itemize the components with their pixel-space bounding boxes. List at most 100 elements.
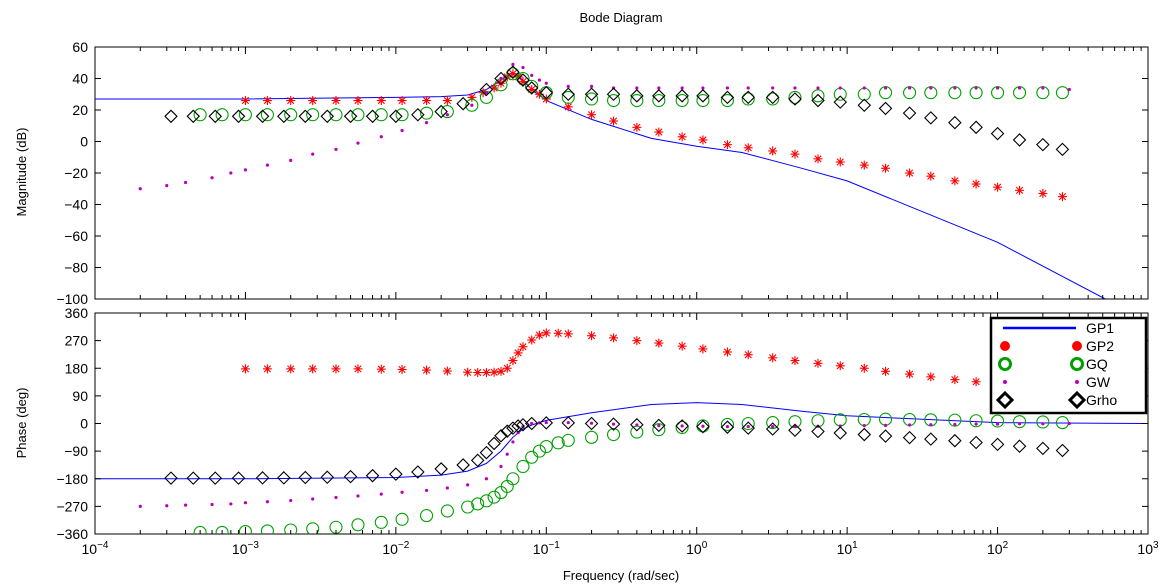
phase-point-gq [374, 515, 388, 529]
magnitude-point-gw [334, 147, 338, 151]
phase-point-gq [991, 414, 1005, 428]
x-tick-label: 10−3 [232, 540, 259, 557]
magnitude-series-gw [138, 62, 1071, 191]
legend-label-gp2: GP2 [1086, 338, 1114, 354]
magnitude-point-gp2 [1057, 192, 1067, 202]
x-tick-label: 103 [1137, 540, 1159, 557]
magnitude-point-gq [193, 108, 207, 122]
phase-point-gq [215, 525, 229, 534]
magnitude-point-gw [657, 86, 661, 90]
magnitude-point-gw [566, 84, 570, 88]
x-tick-label-base: 10 [686, 541, 702, 557]
magnitude-point-gp2 [1015, 185, 1025, 195]
phase-point-grho [298, 470, 313, 485]
phase-point-gp2 [881, 366, 891, 376]
magnitude-point-gw [838, 86, 842, 90]
magnitude-point-gq [516, 71, 530, 86]
y-tick-label: 0 [80, 134, 88, 150]
magnitude-point-grho [857, 98, 872, 113]
phase-point-grho [630, 417, 644, 432]
magnitude-point-gp2 [743, 143, 753, 153]
legend-entry-gq: GQ [998, 356, 1108, 372]
magnitude-point-grho [231, 109, 246, 124]
x-tick-label-exponent: −3 [248, 540, 260, 551]
phase-point-gp2 [442, 366, 452, 376]
phase-point-gp2 [308, 364, 318, 374]
magnitude-point-gp2 [722, 140, 732, 150]
phase-point-gq [479, 494, 493, 508]
magnitude-point-gp2 [496, 78, 506, 88]
phase-point-grho [255, 471, 270, 485]
phase-point-gq [675, 420, 689, 435]
magnitude-point-grho [990, 126, 1005, 141]
y-tick-label: −80 [64, 260, 88, 276]
phase-point-grho [389, 467, 403, 481]
magnitude-point-gw [289, 158, 293, 162]
y-tick-label: 90 [72, 388, 88, 404]
magnitude-point-gw [907, 86, 912, 90]
phase-point-gw [746, 424, 750, 429]
magnitude-point-gw [445, 113, 449, 117]
magnitude-point-grho [765, 90, 780, 105]
magnitude-y-ticks: 60 40 20 0 −20 −40 −60 −80 −100 [56, 39, 1148, 307]
legend-label-gp1: GP1 [1086, 320, 1114, 336]
phase-point-gw [400, 490, 404, 494]
legend-label-grho: Grho [1086, 392, 1117, 408]
phase-y-axis-label: Phase (deg) [14, 388, 29, 459]
magnitude-point-grho [298, 109, 313, 124]
magnitude-point-gw [165, 184, 169, 188]
phase-point-gw [883, 423, 888, 427]
phase-point-grho [675, 419, 689, 433]
phase-point-grho [500, 424, 515, 438]
phase-point-grho [343, 469, 358, 484]
magnitude-point-gq [1055, 86, 1070, 100]
magnitude-point-gw [974, 86, 978, 90]
magnitude-point-gp2 [331, 96, 341, 106]
phase-point-gp2 [553, 328, 563, 338]
y-tick-label: −20 [64, 165, 88, 181]
x-tick-label-exponent: 0 [702, 540, 708, 551]
phase-point-gp2 [481, 368, 491, 378]
phase-point-gw [334, 495, 338, 500]
magnitude-point-grho [902, 106, 917, 120]
phase-point-gq [948, 413, 962, 427]
magnitude-point-grho [1012, 133, 1027, 147]
y-tick-label: −360 [56, 526, 88, 542]
phase-point-gw [771, 424, 775, 429]
y-tick-label: 20 [72, 102, 88, 118]
magnitude-point-grho [456, 96, 470, 111]
phase-point-grho [164, 471, 178, 485]
phase-point-gw [995, 422, 1000, 426]
phase-point-gp2 [768, 353, 778, 363]
magnitude-point-gw [635, 86, 639, 90]
magnitude-point-grho [389, 109, 403, 124]
magnitude-point-gw [862, 86, 866, 90]
magnitude-point-gq [351, 108, 365, 122]
magnitude-point-grho [561, 87, 576, 102]
magnitude-point-gw [589, 84, 594, 88]
phase-point-gq [238, 524, 252, 534]
magnitude-point-gp2 [971, 179, 981, 189]
magnitude-point-gw [1041, 86, 1045, 90]
magnitude-point-gq [306, 108, 320, 122]
magnitude-point-gq [675, 94, 689, 108]
magnitude-point-gp2 [950, 176, 960, 186]
magnitude-point-gq [238, 108, 252, 122]
phase-point-gw [838, 424, 842, 428]
magnitude-point-grho [539, 85, 554, 100]
x-tick-label-base: 10 [82, 541, 98, 557]
phase-point-grho [788, 423, 802, 438]
phase-point-gq [607, 427, 621, 442]
phase-point-gw [289, 498, 293, 503]
phase-series-gw [138, 420, 1071, 508]
magnitude-point-gw [356, 141, 360, 145]
magnitude-point-grho [630, 89, 644, 103]
phase-point-gw [953, 422, 957, 427]
magnitude-point-gw [400, 128, 404, 133]
phase-point-gp2 [463, 367, 473, 377]
y-tick-label: 0 [80, 416, 88, 432]
y-tick-label: 60 [72, 39, 88, 55]
x-tick-label-base: 10 [382, 541, 398, 557]
phase-point-grho [277, 471, 291, 485]
magnitude-point-gw [470, 103, 474, 107]
